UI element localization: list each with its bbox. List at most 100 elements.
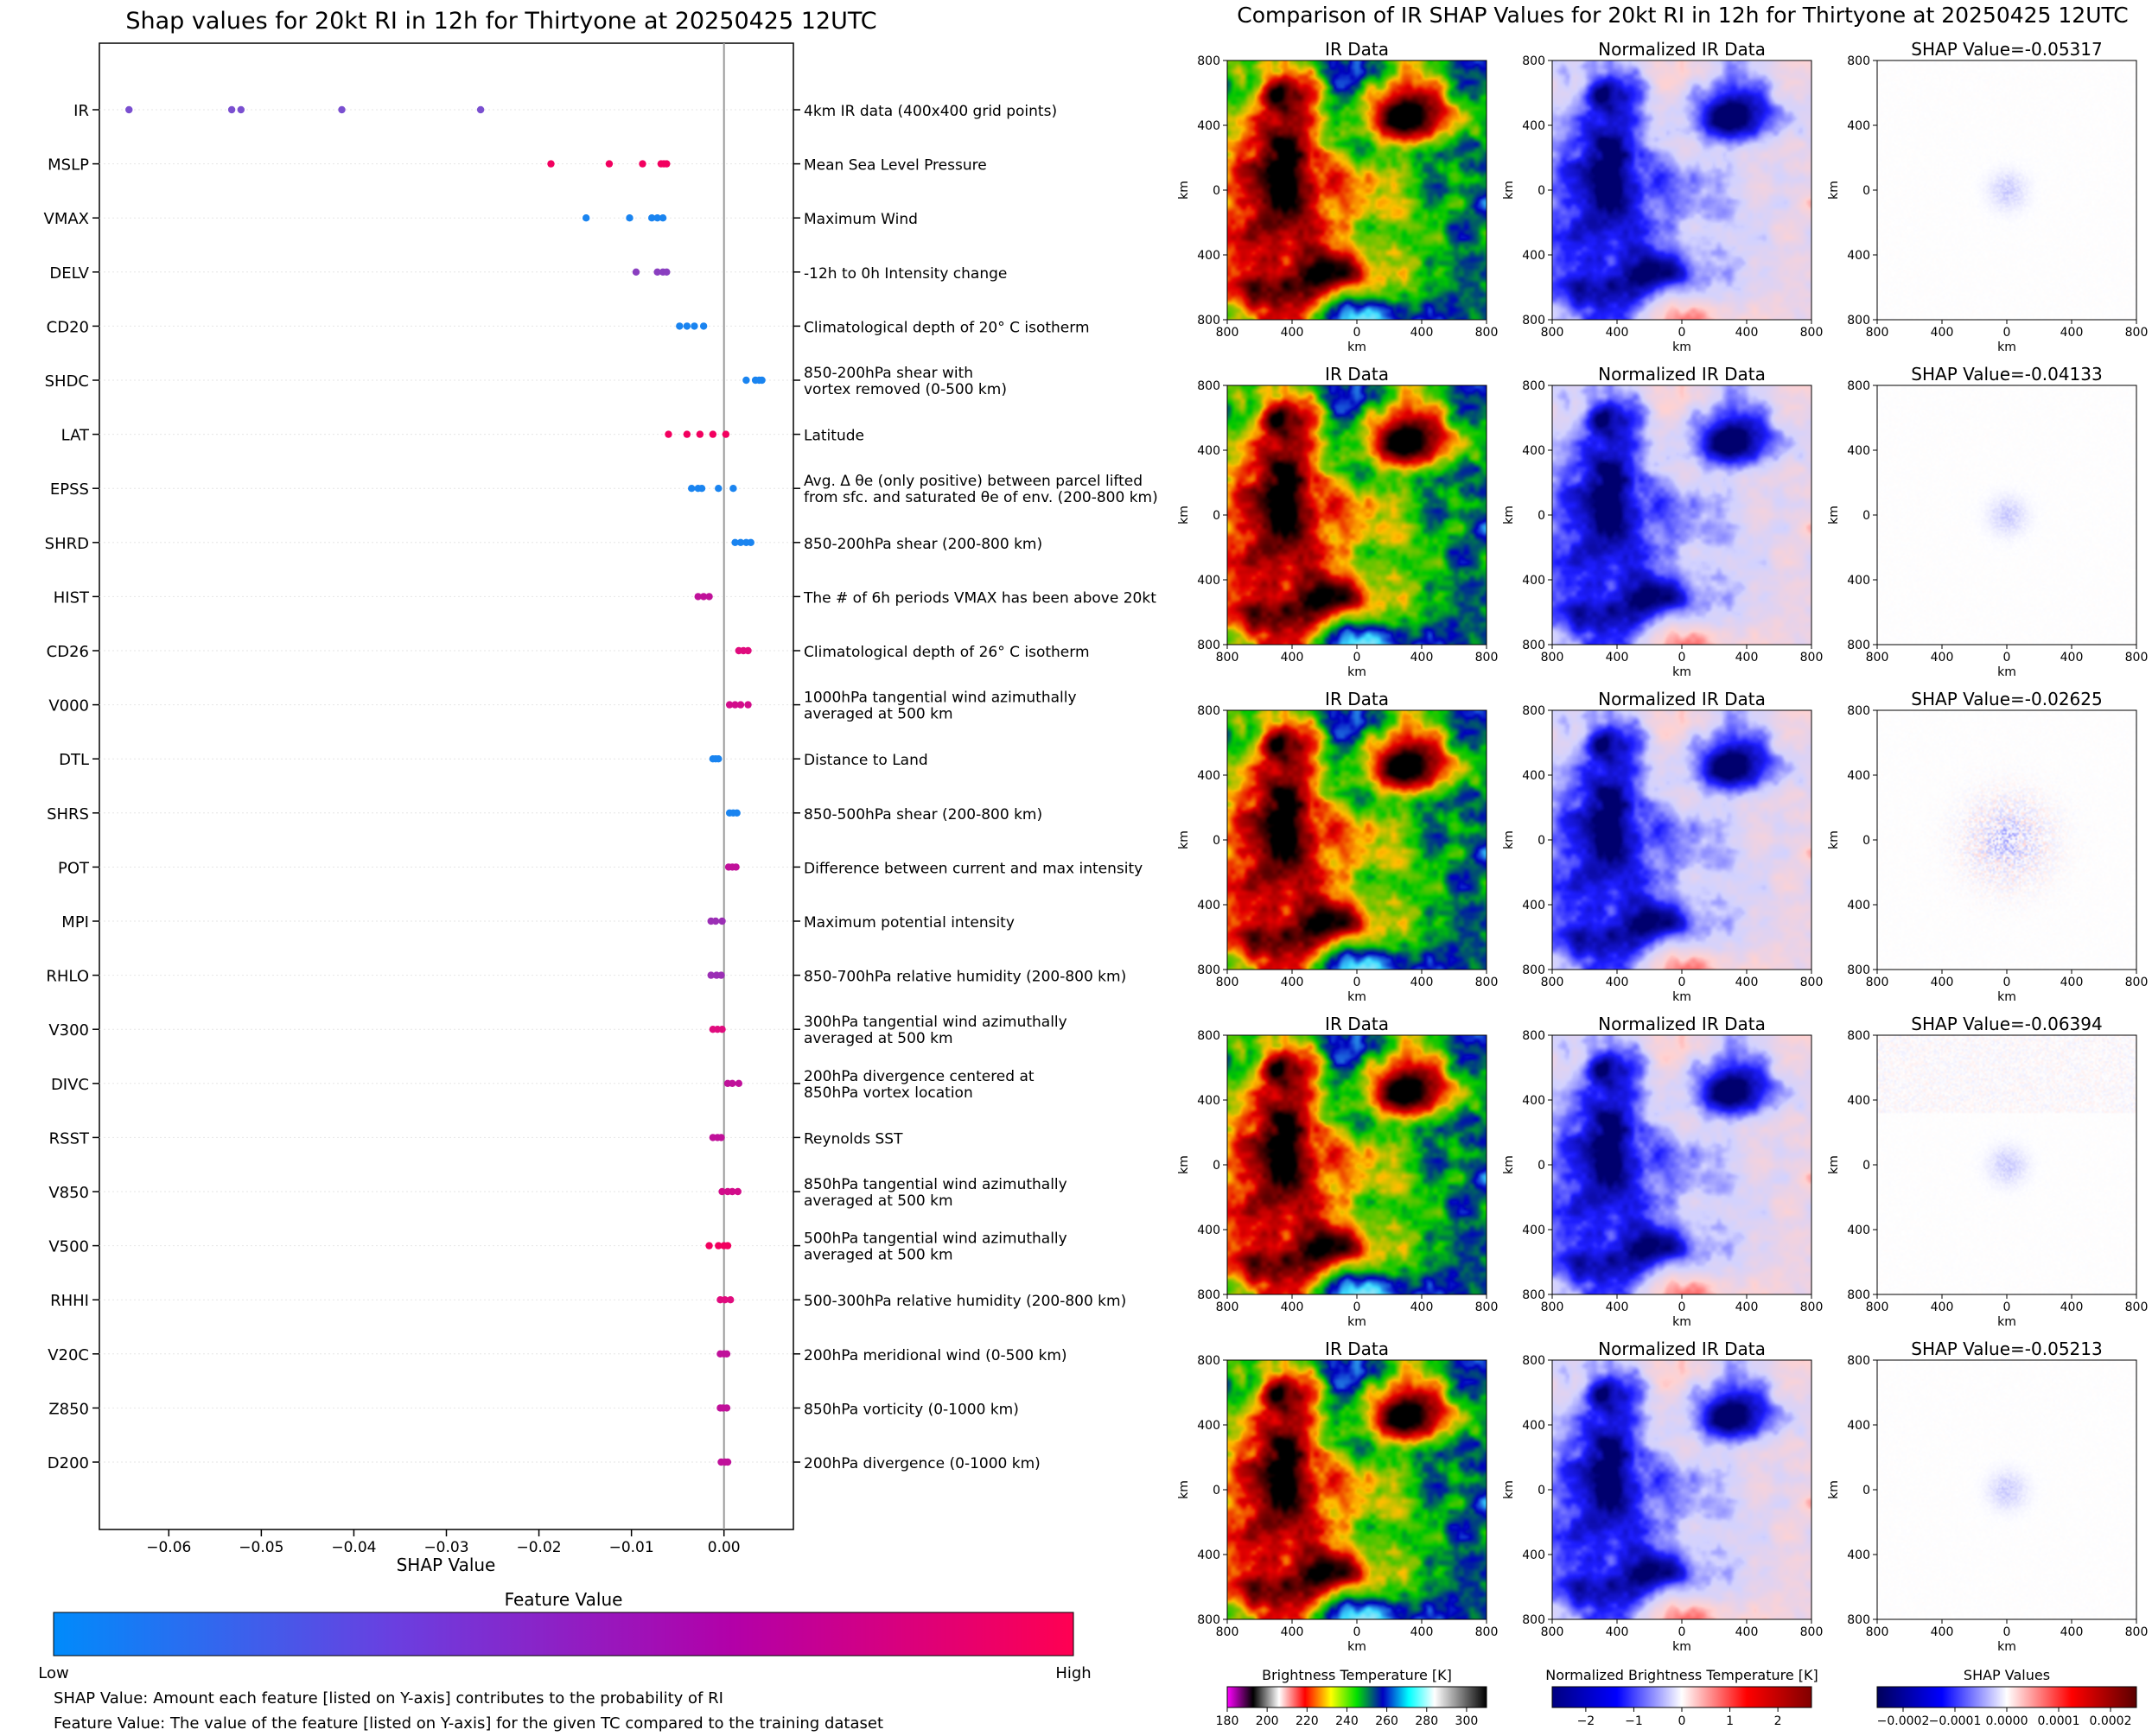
x-axis-label: km bbox=[1997, 990, 2016, 1004]
y-tick-label: 400 bbox=[1847, 249, 1870, 263]
y-axis-label: km bbox=[1177, 506, 1191, 525]
feature-name: V300 bbox=[48, 1021, 89, 1040]
y-tick-label: 0 bbox=[1213, 1159, 1220, 1173]
feature-description: 500hPa tangential wind azimuthally bbox=[804, 1230, 1067, 1248]
feature-name: VMAX bbox=[44, 210, 90, 228]
y-tick-label: 400 bbox=[1522, 899, 1545, 913]
x-tick-label: 400 bbox=[1410, 326, 1434, 340]
shap-point bbox=[676, 322, 684, 330]
feature-row-d200: D200 200hPa divergence (0-1000 km) bbox=[48, 1454, 1041, 1472]
feature-name: CD20 bbox=[47, 318, 89, 336]
shap-point bbox=[582, 214, 590, 222]
panel-image bbox=[1877, 1360, 2136, 1619]
feature-description: 850-500hPa shear (200-800 km) bbox=[804, 806, 1042, 823]
y-tick-label: 400 bbox=[1847, 574, 1870, 588]
x-tick-label: 0 bbox=[2003, 1300, 2011, 1314]
x-axis-label: km bbox=[1672, 990, 1691, 1004]
panel-image bbox=[1552, 710, 1811, 970]
y-axis-label: km bbox=[1827, 1480, 1841, 1499]
x-tick-label: 400 bbox=[2060, 651, 2084, 665]
x-tick-label: 400 bbox=[1735, 1625, 1759, 1639]
colorbar-tick-label: −0.0001 bbox=[1929, 1714, 1982, 1728]
x-tick-label: 400 bbox=[2060, 1625, 2084, 1639]
feature-description: Climatological depth of 26° C isotherm bbox=[804, 644, 1090, 661]
feature-description: Maximum potential intensity bbox=[804, 914, 1015, 932]
y-tick-label: 800 bbox=[1197, 54, 1220, 68]
y-tick-label: 800 bbox=[1847, 639, 1870, 652]
colorbar-tick-label: 0.0002 bbox=[2090, 1714, 2132, 1728]
y-tick-label: 800 bbox=[1847, 379, 1870, 393]
feature-description: 850-200hPa shear with bbox=[804, 365, 973, 382]
x-tick-label: 800 bbox=[2125, 976, 2149, 989]
y-tick-label: 400 bbox=[1522, 574, 1545, 588]
y-tick-label: 800 bbox=[1522, 1613, 1545, 1627]
feature-row-v300: V300 300hPa tangential wind azimuthallyav… bbox=[48, 1014, 1066, 1047]
y-tick-label: 800 bbox=[1522, 54, 1545, 68]
y-tick-label: 800 bbox=[1847, 314, 1870, 327]
feature-description: The # of 6h periods VMAX has been above … bbox=[803, 589, 1156, 607]
feature-description: Latitude bbox=[804, 428, 864, 445]
y-tick-label: 400 bbox=[1197, 444, 1220, 458]
feature-name: LAT bbox=[61, 427, 90, 445]
y-tick-label: 400 bbox=[1847, 444, 1870, 458]
x-tick-label: 400 bbox=[1281, 1625, 1304, 1639]
panel-title: SHAP Value=-0.04133 bbox=[1911, 364, 2102, 385]
feature-row-v20c: V20C 200hPa meridional wind (0-500 km) bbox=[48, 1346, 1066, 1364]
shap-point bbox=[723, 1242, 732, 1250]
shap-point bbox=[723, 1350, 731, 1358]
colorbar-3: SHAP Values −0.0002 −0.0001 0.0000 0.0001 0.0… bbox=[1876, 1667, 2137, 1728]
panel-title: Normalized IR Data bbox=[1598, 39, 1766, 60]
y-tick-label: 400 bbox=[1522, 1224, 1545, 1237]
y-tick-label: 400 bbox=[1522, 1094, 1545, 1108]
colorbar-rect bbox=[1226, 1686, 1487, 1708]
shap-point bbox=[715, 755, 723, 763]
shap-point bbox=[736, 701, 745, 709]
x-tick-label: 0 bbox=[1353, 976, 1361, 989]
shap-point bbox=[683, 322, 691, 330]
panel-normalized-ir-row-4: Normalized IR Data8008004004000040040080… bbox=[1502, 1014, 1823, 1329]
x-tick-label: 400 bbox=[1735, 1300, 1759, 1314]
feature-description: averaged at 500 km bbox=[804, 1192, 953, 1210]
shap-point bbox=[722, 430, 730, 438]
x-tick-label: 800 bbox=[1541, 1625, 1564, 1639]
feature-name: DIVC bbox=[51, 1076, 89, 1094]
colorbar-tick-label: 1 bbox=[1726, 1714, 1734, 1728]
shap-point bbox=[729, 1079, 736, 1088]
feature-row-dtl: DTL Distance to Land bbox=[59, 751, 928, 769]
shap-point bbox=[697, 485, 706, 493]
plot-frame bbox=[99, 42, 794, 1530]
x-tick-label: 400 bbox=[1606, 976, 1629, 989]
y-axis-label: km bbox=[1502, 181, 1516, 200]
x-tick-label: 800 bbox=[1800, 326, 1824, 340]
shap-point bbox=[705, 1242, 713, 1250]
feature-name: V20C bbox=[48, 1346, 89, 1364]
shap-point bbox=[659, 214, 667, 222]
x-tick-label: 800 bbox=[1475, 651, 1499, 665]
x-tick-label: 0 bbox=[2003, 651, 2011, 665]
x-tick-label: 800 bbox=[1800, 976, 1824, 989]
y-tick-label: 800 bbox=[1847, 54, 1870, 68]
y-tick-label: 800 bbox=[1197, 1288, 1220, 1302]
shap-point bbox=[476, 105, 485, 114]
panel-title: SHAP Value=-0.02625 bbox=[1911, 689, 2102, 709]
shap-point bbox=[726, 1296, 735, 1304]
x-tick-label: 400 bbox=[1281, 651, 1304, 665]
feature-row-v000: V000 1000hPa tangential wind azimuthallya… bbox=[48, 690, 1076, 723]
y-tick-label: 0 bbox=[1213, 834, 1220, 848]
feature-row-rsst: RSST Reynolds SST bbox=[49, 1129, 903, 1148]
y-tick-label: 0 bbox=[1862, 184, 1870, 198]
x-tick-label: 800 bbox=[1866, 651, 1889, 665]
y-tick-label: 800 bbox=[1197, 1354, 1220, 1368]
feature-row-epss: EPSS Avg. Δ θe (only positive) between pa… bbox=[50, 473, 1158, 506]
panel-normalized-ir-row-1: Normalized IR Data8008004004000040040080… bbox=[1502, 39, 1823, 354]
y-axis-label: km bbox=[1177, 181, 1191, 200]
x-tick-label: 800 bbox=[1541, 326, 1564, 340]
panel-title: Normalized IR Data bbox=[1598, 689, 1766, 709]
x-tick-label: 800 bbox=[1866, 326, 1889, 340]
panel-image bbox=[1877, 385, 2136, 645]
shap-point bbox=[632, 268, 640, 276]
feature-name: DELV bbox=[49, 264, 89, 283]
colorbar-2: Normalized Brightness Temperature [K] −2 −… bbox=[1545, 1667, 1818, 1728]
y-tick-label: 0 bbox=[1862, 509, 1870, 523]
panel-title: Normalized IR Data bbox=[1598, 364, 1766, 385]
